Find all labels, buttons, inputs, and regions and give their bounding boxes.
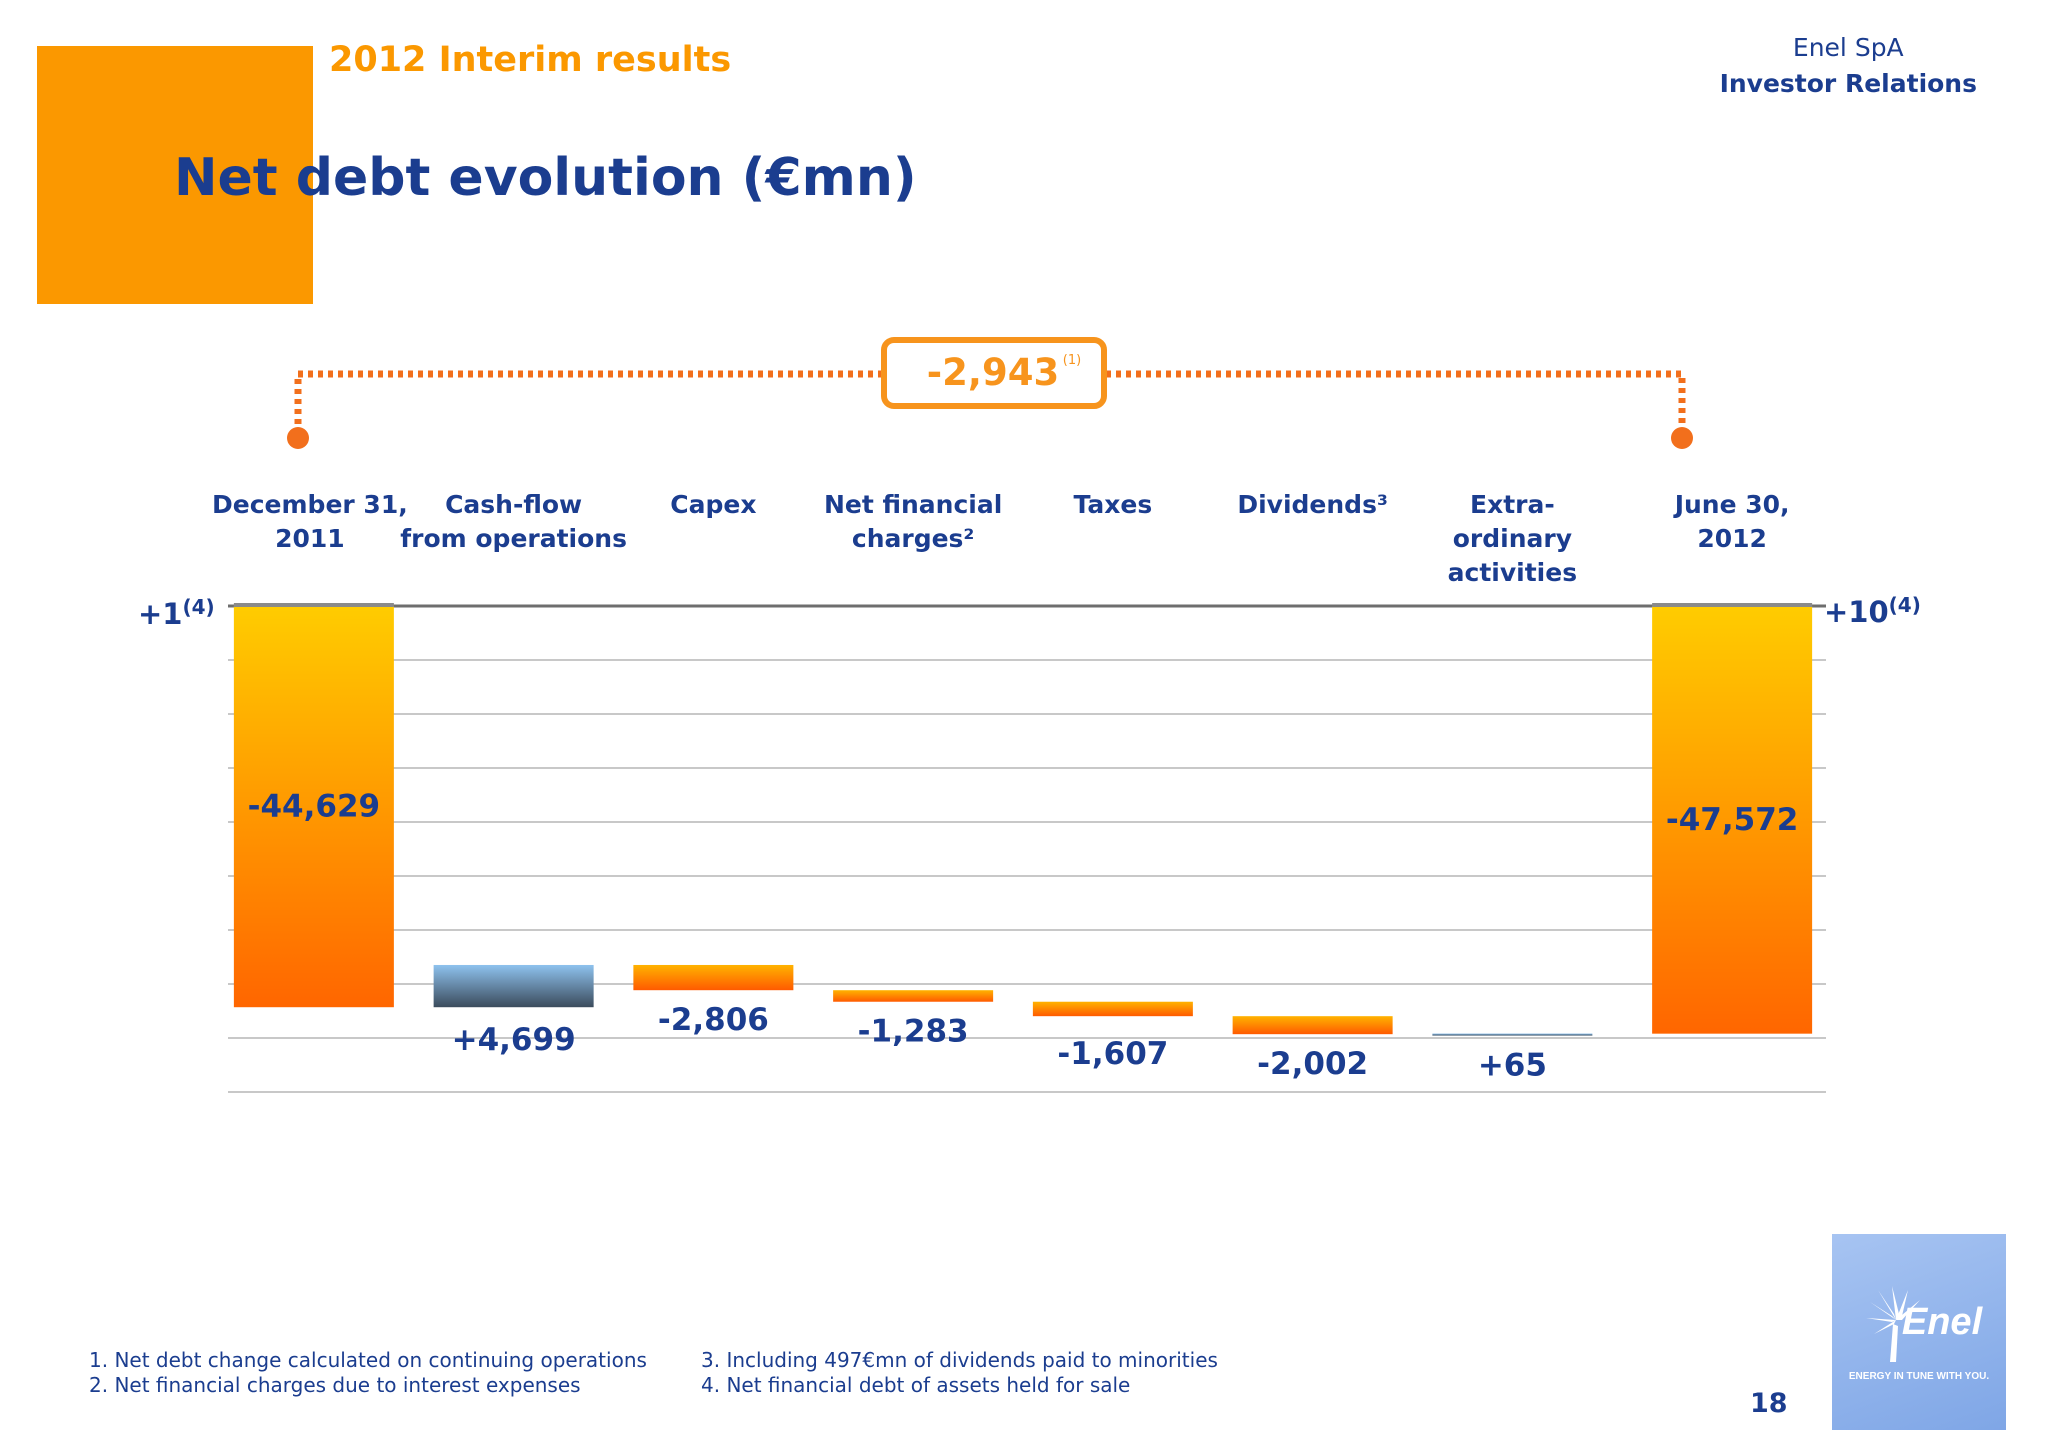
value-label: -1,283 — [858, 1014, 969, 1050]
bracket-line-right — [1106, 370, 1686, 424]
page-number: 18 — [1750, 1388, 1788, 1419]
category-label: activities — [1448, 558, 1577, 587]
category-label: 2011 — [275, 524, 345, 553]
slide-title: Net debt evolution (€mn) — [174, 148, 917, 208]
category-label: from operations — [400, 524, 627, 553]
value-label: -44,629 — [248, 789, 381, 825]
category-label: ordinary — [1453, 524, 1572, 553]
logo-tagline: ENERGY IN TUNE WITH YOU. — [1849, 1371, 1989, 1382]
bracket-dot-left — [287, 427, 309, 449]
category-label: 2012 — [1697, 524, 1767, 553]
bracket-line-left — [294, 370, 882, 424]
value-label: -2,806 — [658, 1002, 769, 1038]
footnote-1: 1. Net debt change calculated on continu… — [89, 1348, 647, 1372]
company-header: Enel SpA Investor Relations — [1720, 30, 1977, 102]
department-name: Investor Relations — [1719, 69, 1977, 98]
enel-logo-icon: Enel ENERGY IN TUNE WITH YOU. — [1849, 1286, 1989, 1382]
category-label: Dividends³ — [1237, 490, 1388, 519]
value-label: -47,572 — [1666, 802, 1799, 838]
side-note: +1(4) — [138, 595, 215, 631]
total-change-label: -2,943 — [927, 351, 1059, 394]
total-change-box — [881, 337, 1107, 409]
decrease-bar — [1232, 1016, 1393, 1035]
enel-logo: Enel ENERGY IN TUNE WITH YOU. — [1832, 1234, 2006, 1430]
company-name: Enel SpA — [1792, 33, 1904, 62]
value-label: +4,699 — [452, 1022, 576, 1058]
category-label: Cash-flow — [445, 490, 582, 519]
total-change-note: (1) — [1063, 353, 1081, 368]
category-label: Taxes — [1074, 490, 1153, 519]
value-label: +65 — [1478, 1048, 1547, 1084]
orange-accent-block — [37, 46, 313, 304]
footnote-2: 2. Net financial charges due to interest… — [89, 1373, 581, 1397]
value-label: -2,002 — [1257, 1046, 1368, 1082]
category-label: December 31, — [212, 490, 408, 519]
category-label: June 30, — [1673, 490, 1790, 519]
bracket-dot-right — [1671, 427, 1693, 449]
decrease-bar — [633, 964, 794, 991]
chart-gridlines — [228, 604, 1826, 1093]
side-note: +10(4) — [1824, 593, 1921, 629]
category-label: Extra- — [1470, 490, 1555, 519]
total-change-bracket: -2,943 (1) — [287, 337, 1693, 449]
slide-subtitle: 2012 Interim results — [329, 40, 732, 80]
footnotes-left: 1. Net debt change calculated on continu… — [89, 1348, 647, 1398]
decrease-bar — [833, 990, 994, 1002]
increase-bar — [1432, 1033, 1593, 1036]
total-bar — [233, 606, 394, 1008]
footnotes-right: 3. Including 497€mn of dividends paid to… — [701, 1348, 1218, 1398]
category-label: Capex — [670, 490, 756, 519]
total-bar-cap — [233, 603, 394, 607]
total-bar-cap — [1652, 603, 1813, 607]
increase-bar — [433, 964, 594, 1008]
chart-bars — [233, 603, 1813, 1036]
value-label: -1,607 — [1057, 1036, 1168, 1072]
chart-labels: -44,629 December 31, 2011 +4,699 Cash-flow fr… — [138, 490, 1921, 1084]
side-note-superscript: (4) — [1889, 593, 1921, 617]
side-note-superscript: (4) — [182, 595, 214, 619]
category-label: Net financial — [824, 490, 1002, 519]
total-bar — [1652, 606, 1813, 1034]
footnote-3: 3. Including 497€mn of dividends paid to… — [701, 1348, 1218, 1372]
decrease-bar — [1032, 1001, 1193, 1017]
footnote-4: 4. Net financial debt of assets held for… — [701, 1373, 1131, 1397]
logo-wordmark: Enel — [1902, 1301, 1984, 1343]
category-label: charges² — [852, 524, 975, 553]
